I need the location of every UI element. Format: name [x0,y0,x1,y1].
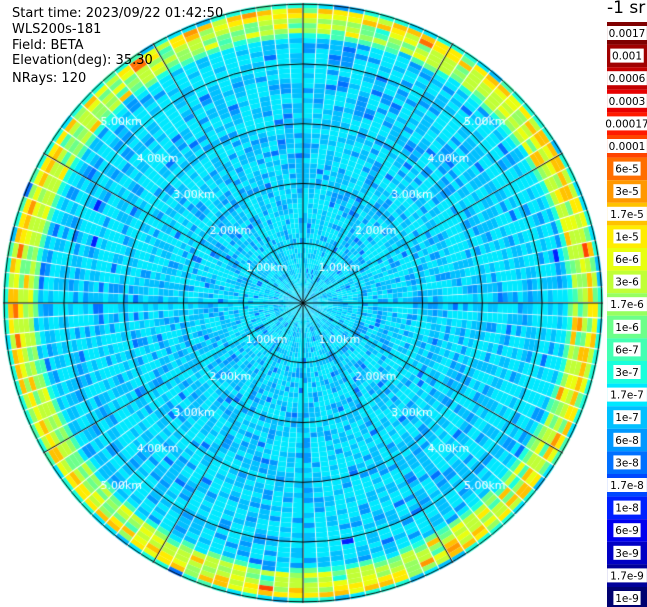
colorbar-tick-label: 6e-5 [615,164,639,176]
colorbar-tick-label: 0.001 [612,51,642,63]
colorbar-tick-label: 3e-5 [615,186,639,198]
colorbar-tick-label: 1e-9 [615,593,639,605]
colorbar-tick-label: 1.7e-8 [610,480,644,492]
colorbar-tick-label: 6e-8 [615,435,639,447]
colorbar-tick-label: 1e-7 [615,412,639,424]
colorbar-tick-label: 1.7e-6 [610,299,644,311]
colorbar-tick-label: 1.7e-7 [610,390,644,402]
field-label: Field: BETA [12,38,84,53]
colorbar-unit: -1 sr [607,0,646,18]
colorbar-tick-label: 0.00017 [605,118,647,130]
colorbar-tick-label: 0.0001 [609,141,646,153]
nrays-label: NRays: 120 [12,71,87,86]
colorbar-tick-label: 1e-8 [615,503,639,515]
colorbar-tick-label: 3e-8 [615,457,639,469]
start-time-label: Start time: 2023/09/22 01:42:50 [12,6,224,21]
colorbar-tick-label: 3e-9 [615,548,639,560]
colorbar-tick-label: 0.0006 [609,73,646,85]
colorbar-tick-label: 3e-6 [615,277,639,289]
colorbar-tick-label: 6e-9 [615,525,639,537]
elevation-label: Elevation(deg): 35.30 [12,53,153,68]
colorbar-tick-label: 0.0003 [609,96,646,108]
colorbar-tick-label: 6e-6 [615,254,639,266]
instrument-label: WLS200s-181 [12,22,102,37]
colorbar-tick-label: 1e-5 [615,231,639,243]
colorbar-tick-label: 1.7e-5 [610,209,644,221]
colorbar-tick-label: 3e-7 [615,367,639,379]
colorbar-tick-label: 6e-7 [615,344,639,356]
colorbar-tick-label: 0.0017 [609,28,646,40]
colorbar-tick-label: 1e-6 [615,322,639,334]
colorbar-tick-label: 1.7e-9 [610,570,644,582]
